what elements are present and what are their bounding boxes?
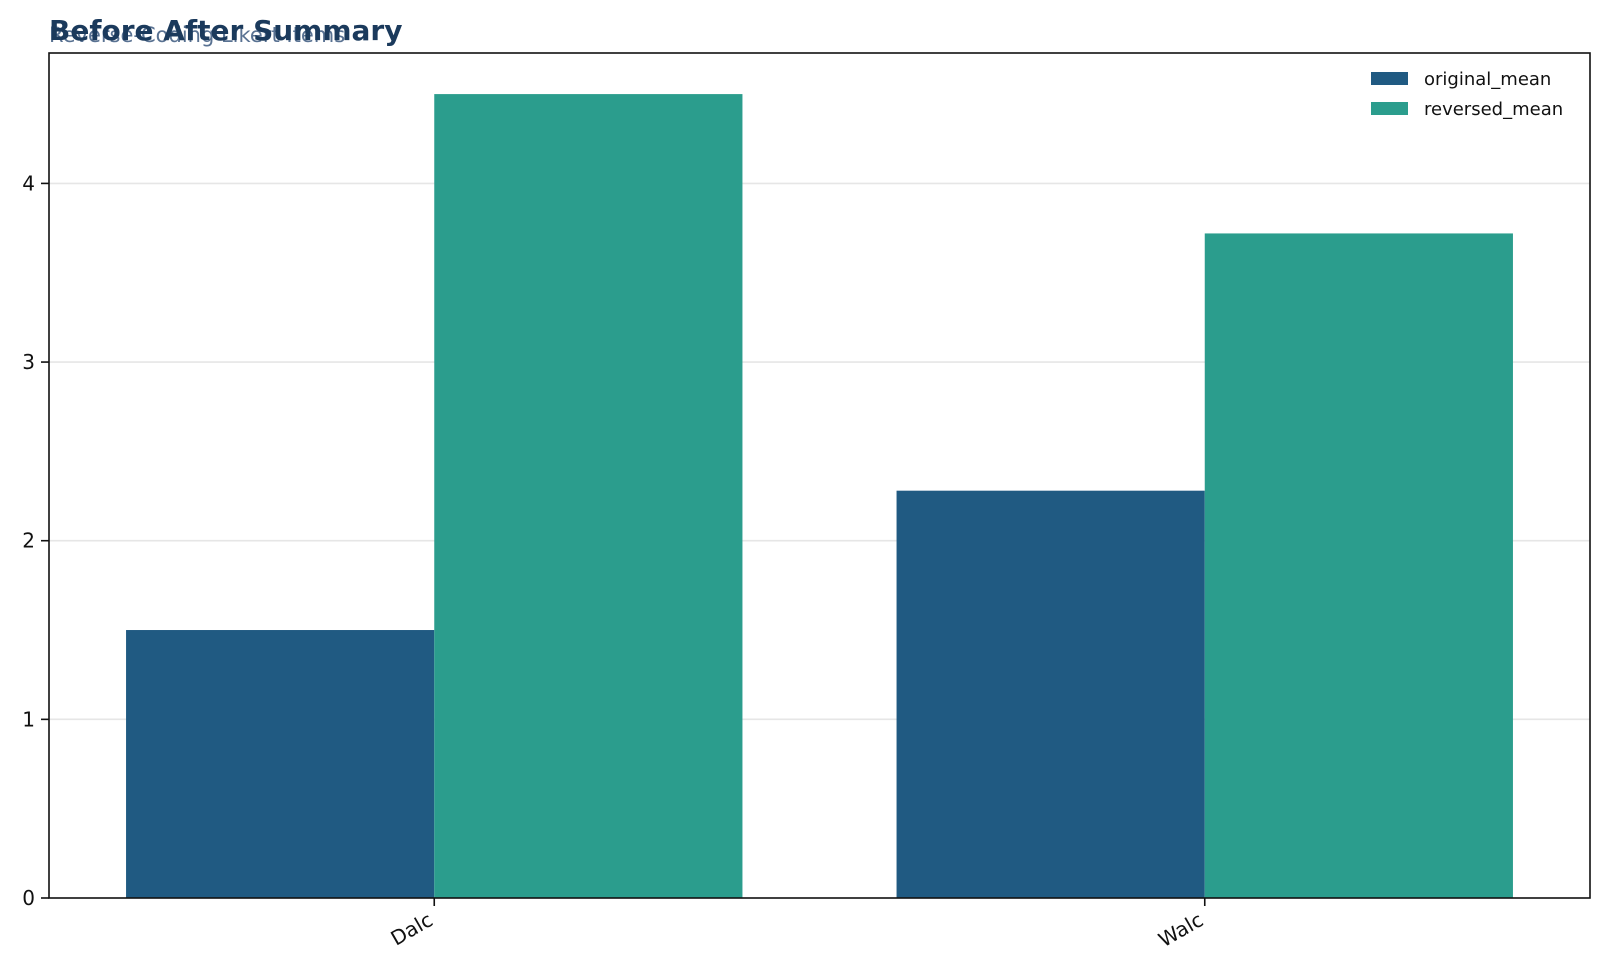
legend-swatch-reversed_mean	[1371, 102, 1408, 115]
y-tick-label: 2	[22, 529, 35, 553]
legend: original_mean reversed_mean	[1371, 69, 1563, 120]
plot-frame	[48, 52, 1591, 899]
x-tick-label: Walc	[1154, 908, 1207, 952]
bar-original_mean-Dalc	[126, 630, 435, 898]
legend-swatch-original_mean	[1371, 72, 1408, 85]
x-axis: Dalc Walc	[386, 898, 1207, 952]
y-axis: 0 1 2 3 4	[22, 171, 49, 910]
bar-original_mean-Walc	[896, 490, 1205, 898]
x-tick-label: Dalc	[386, 908, 436, 951]
bar-reversed_mean-Walc	[1204, 233, 1513, 898]
legend-label-reversed_mean: reversed_mean	[1424, 99, 1563, 120]
bars	[126, 94, 1513, 898]
y-tick-label: 3	[22, 350, 35, 374]
y-tick-label: 1	[22, 707, 35, 731]
y-tick-label: 4	[22, 171, 35, 195]
y-tick-label: 0	[22, 886, 35, 910]
bar-reversed_mean-Dalc	[434, 94, 743, 898]
chart-subtitle: Reverse-Coding Likert Items	[49, 23, 345, 47]
legend-label-original_mean: original_mean	[1424, 69, 1551, 90]
chart-title: Before After Summary	[49, 14, 403, 47]
